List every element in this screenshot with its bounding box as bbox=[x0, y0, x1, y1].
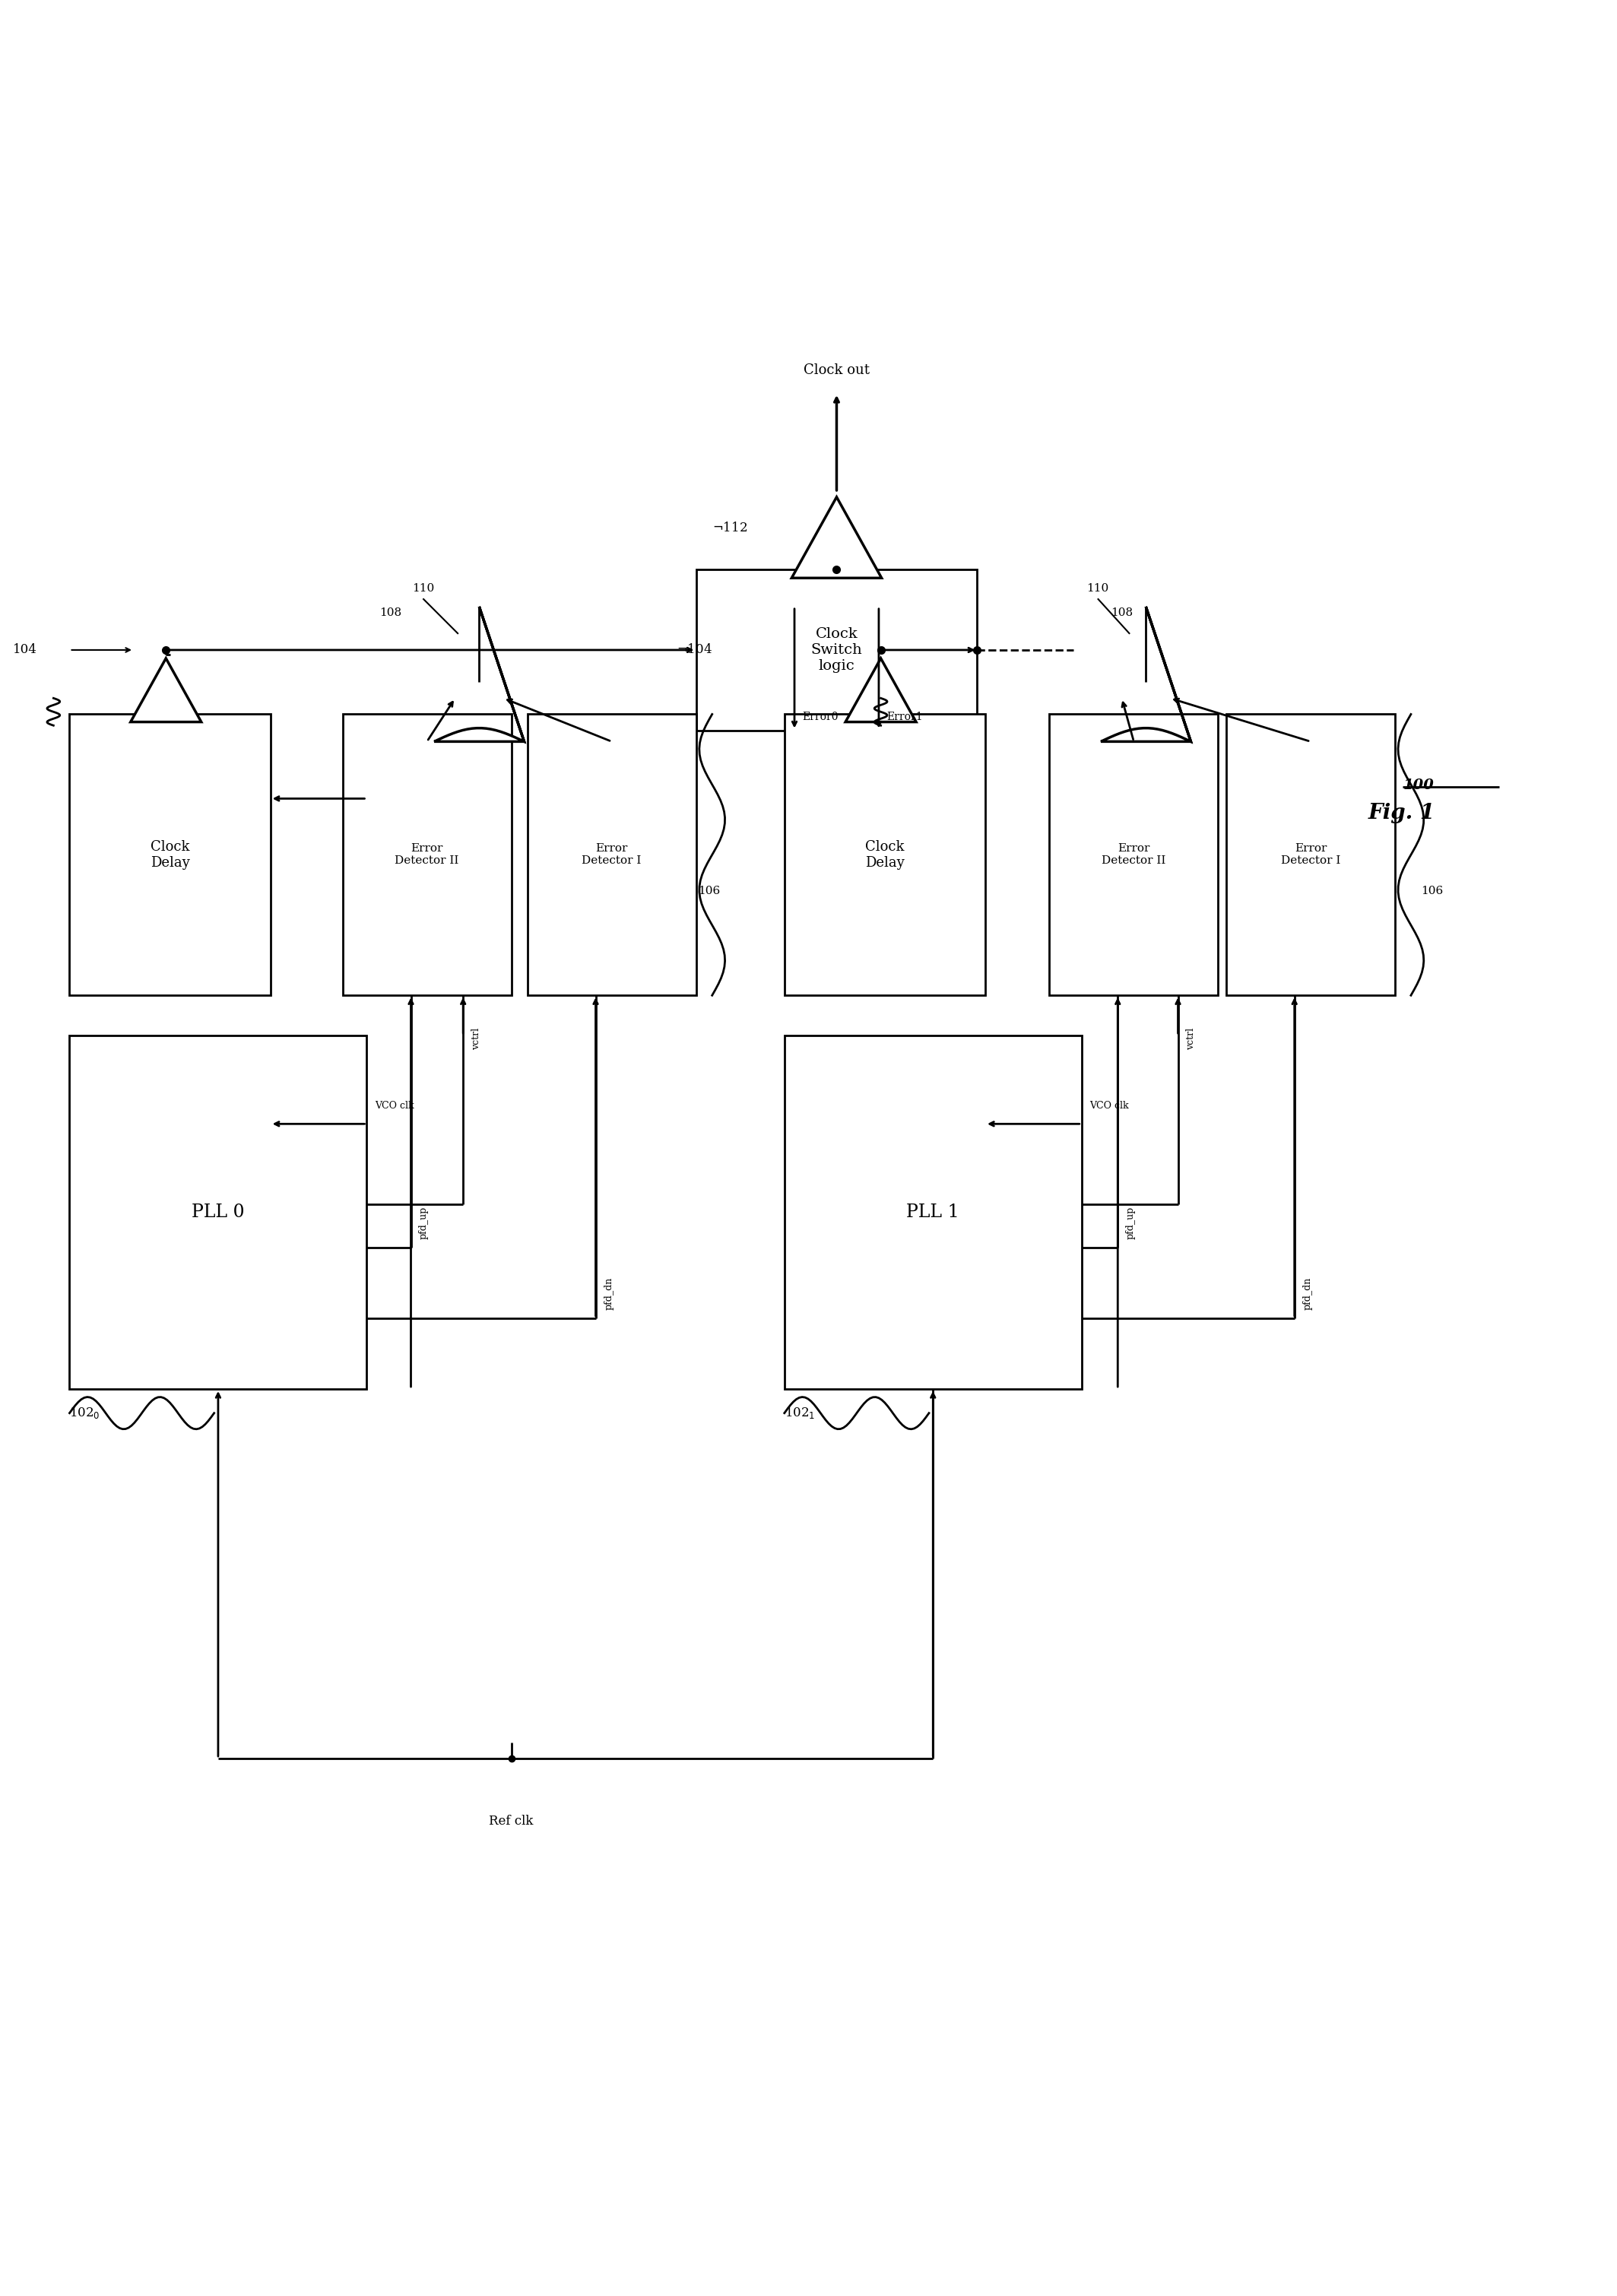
Bar bbox=[695, 569, 977, 730]
Text: 104: 104 bbox=[13, 643, 37, 657]
Text: pfd_dn: pfd_dn bbox=[603, 1277, 613, 1311]
Text: Error0: Error0 bbox=[802, 712, 839, 723]
Text: pfd_dn: pfd_dn bbox=[1302, 1277, 1313, 1311]
Bar bbox=[1049, 714, 1218, 996]
Text: PLL 0: PLL 0 bbox=[192, 1203, 244, 1221]
Text: Fig. 1: Fig. 1 bbox=[1368, 804, 1434, 824]
Polygon shape bbox=[131, 659, 201, 721]
Bar bbox=[527, 714, 695, 996]
Text: Clock out: Clock out bbox=[804, 363, 870, 377]
Text: 110: 110 bbox=[1087, 583, 1109, 595]
Bar bbox=[1226, 714, 1395, 996]
Text: Clock
Delay: Clock Delay bbox=[865, 840, 904, 870]
Text: 108: 108 bbox=[1111, 606, 1134, 618]
Polygon shape bbox=[792, 496, 881, 579]
Text: $\neg$112: $\neg$112 bbox=[711, 521, 747, 535]
Text: VCO clk: VCO clk bbox=[375, 1102, 414, 1111]
Text: 102$_0$: 102$_0$ bbox=[70, 1405, 100, 1421]
Text: Error1: Error1 bbox=[886, 712, 923, 723]
Bar bbox=[70, 1035, 367, 1389]
Bar bbox=[53, 505, 1467, 1759]
Text: 106: 106 bbox=[699, 886, 720, 895]
Text: vctrl: vctrl bbox=[471, 1029, 480, 1049]
Bar bbox=[784, 714, 985, 996]
Text: 108: 108 bbox=[380, 606, 403, 618]
Text: 110: 110 bbox=[412, 583, 433, 595]
Text: Ref clk: Ref clk bbox=[488, 1814, 534, 1828]
PathPatch shape bbox=[1101, 606, 1190, 742]
Bar bbox=[343, 714, 511, 996]
Text: Error
Detector I: Error Detector I bbox=[582, 843, 642, 866]
Text: 102$_1$: 102$_1$ bbox=[784, 1405, 815, 1421]
Text: Error
Detector I: Error Detector I bbox=[1281, 843, 1340, 866]
Text: Error
Detector II: Error Detector II bbox=[1101, 843, 1166, 866]
Text: 106: 106 bbox=[1421, 886, 1442, 895]
Polygon shape bbox=[846, 659, 917, 721]
PathPatch shape bbox=[435, 606, 524, 742]
Bar bbox=[784, 1035, 1082, 1389]
Text: Clock
Switch
logic: Clock Switch logic bbox=[810, 627, 862, 673]
Text: pfd_up: pfd_up bbox=[419, 1208, 429, 1240]
Text: pfd_up: pfd_up bbox=[1125, 1208, 1135, 1240]
Text: Clock
Delay: Clock Delay bbox=[150, 840, 189, 870]
Text: vctrl: vctrl bbox=[1185, 1029, 1197, 1049]
Text: VCO clk: VCO clk bbox=[1090, 1102, 1129, 1111]
Text: PLL 1: PLL 1 bbox=[907, 1203, 959, 1221]
Text: 100: 100 bbox=[1404, 778, 1434, 792]
Text: Error
Detector II: Error Detector II bbox=[395, 843, 459, 866]
Bar bbox=[70, 714, 270, 996]
Text: $\neg$104: $\neg$104 bbox=[676, 643, 711, 657]
